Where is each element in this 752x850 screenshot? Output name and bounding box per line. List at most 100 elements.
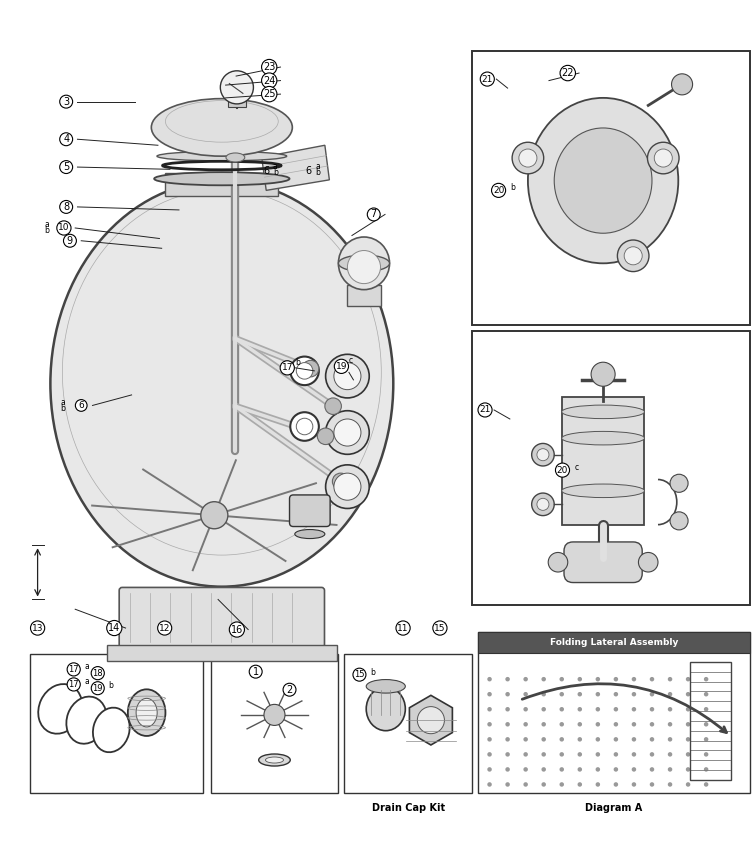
Ellipse shape [334, 363, 361, 389]
Circle shape [523, 722, 528, 727]
Ellipse shape [338, 237, 390, 290]
Ellipse shape [295, 530, 325, 539]
Text: 23: 23 [263, 62, 275, 72]
Text: 7: 7 [371, 209, 377, 219]
Text: b: b [511, 184, 515, 192]
Circle shape [523, 692, 528, 696]
Bar [165, 173, 278, 196]
Text: c: c [349, 356, 353, 366]
Polygon shape [409, 695, 453, 745]
Circle shape [541, 677, 546, 682]
Text: b: b [61, 404, 65, 413]
Circle shape [632, 737, 636, 741]
Text: 19: 19 [92, 683, 103, 693]
Circle shape [559, 677, 564, 682]
Ellipse shape [66, 697, 107, 744]
Polygon shape [262, 145, 329, 190]
Ellipse shape [537, 449, 549, 461]
Circle shape [559, 782, 564, 787]
Text: a: a [61, 398, 65, 407]
Circle shape [686, 707, 690, 711]
Text: 17: 17 [68, 680, 79, 689]
Text: b: b [295, 358, 299, 367]
Text: b: b [273, 167, 277, 177]
Circle shape [578, 782, 582, 787]
Circle shape [650, 768, 654, 772]
Text: 9: 9 [67, 235, 73, 246]
Circle shape [487, 677, 492, 682]
Bar [472, 51, 750, 325]
Text: Diagram A: Diagram A [585, 802, 643, 813]
Circle shape [505, 707, 510, 711]
Text: b: b [438, 626, 442, 636]
Circle shape [614, 737, 618, 741]
Circle shape [596, 752, 600, 756]
Circle shape [596, 768, 600, 772]
Circle shape [596, 677, 600, 682]
Text: b: b [108, 681, 113, 690]
Bar [344, 654, 472, 794]
Ellipse shape [290, 356, 319, 385]
Circle shape [541, 722, 546, 727]
Ellipse shape [366, 687, 405, 731]
Circle shape [578, 752, 582, 756]
Circle shape [505, 692, 510, 696]
Circle shape [541, 737, 546, 741]
Circle shape [668, 707, 672, 711]
Ellipse shape [326, 465, 369, 508]
Ellipse shape [537, 498, 549, 510]
Text: 20: 20 [493, 186, 505, 195]
Circle shape [487, 722, 492, 727]
Ellipse shape [296, 363, 313, 379]
Ellipse shape [290, 412, 319, 441]
Circle shape [668, 677, 672, 682]
Ellipse shape [532, 444, 554, 466]
Text: 25: 25 [263, 89, 275, 99]
Circle shape [220, 71, 253, 104]
Circle shape [686, 722, 690, 727]
Text: b: b [401, 626, 405, 636]
Circle shape [264, 705, 285, 725]
Ellipse shape [151, 99, 293, 156]
Text: a: a [401, 620, 405, 630]
Circle shape [596, 737, 600, 741]
Bar [211, 654, 338, 794]
Ellipse shape [296, 418, 313, 435]
Ellipse shape [654, 149, 672, 167]
Circle shape [668, 752, 672, 756]
Text: 8: 8 [63, 202, 69, 212]
Circle shape [632, 692, 636, 696]
Ellipse shape [259, 754, 290, 766]
Text: b: b [370, 667, 374, 677]
Circle shape [578, 707, 582, 711]
Ellipse shape [317, 428, 334, 445]
Text: b: b [44, 226, 49, 235]
Ellipse shape [548, 552, 568, 572]
Circle shape [704, 722, 708, 727]
Circle shape [632, 782, 636, 787]
Text: a: a [35, 620, 40, 630]
Circle shape [559, 692, 564, 696]
Text: a: a [315, 162, 320, 171]
Circle shape [650, 752, 654, 756]
Circle shape [686, 752, 690, 756]
Circle shape [487, 752, 492, 756]
Ellipse shape [50, 180, 393, 586]
Circle shape [614, 782, 618, 787]
Ellipse shape [554, 128, 652, 233]
Ellipse shape [562, 484, 644, 497]
Circle shape [578, 768, 582, 772]
Ellipse shape [617, 240, 649, 272]
Text: 5: 5 [63, 162, 69, 172]
Ellipse shape [366, 679, 405, 693]
Circle shape [487, 768, 492, 772]
Circle shape [596, 707, 600, 711]
Circle shape [668, 737, 672, 741]
Circle shape [591, 362, 615, 386]
Circle shape [704, 768, 708, 772]
Bar [478, 632, 750, 794]
Circle shape [559, 768, 564, 772]
Text: 10: 10 [58, 224, 70, 233]
Circle shape [704, 752, 708, 756]
Circle shape [686, 737, 690, 741]
